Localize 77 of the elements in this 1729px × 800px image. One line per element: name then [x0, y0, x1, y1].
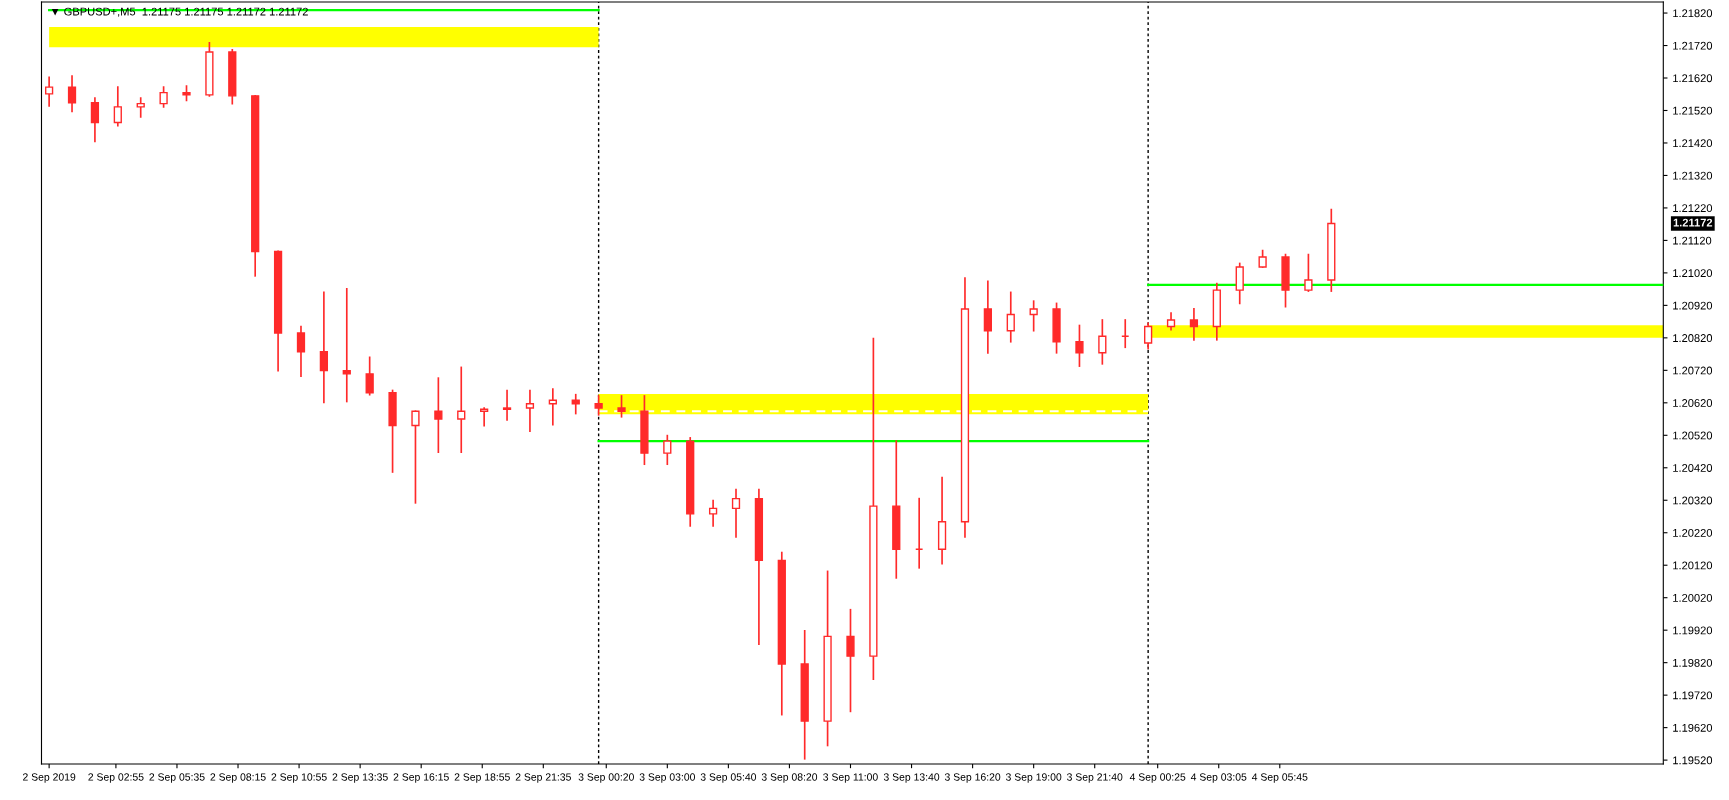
candlestick — [411, 410, 420, 504]
x-tick-label: 3 Sep 19:00 — [1005, 773, 1062, 783]
candlestick — [44, 76, 54, 107]
y-tick-label: 1.21520 — [1673, 106, 1713, 115]
candlestick — [983, 280, 992, 354]
candlestick — [113, 86, 122, 127]
candlestick — [594, 395, 603, 416]
candlestick — [617, 395, 626, 418]
x-tick-label: 3 Sep 21:40 — [1067, 773, 1123, 783]
candlestick — [90, 97, 100, 143]
candlestick — [480, 407, 489, 427]
x-tick-label: 3 Sep 08:20 — [761, 773, 818, 783]
y-tick-label: 1.19820 — [1673, 658, 1713, 667]
x-tick-label: 4 Sep 00:25 — [1129, 773, 1186, 783]
y-tick-label: 1.20920 — [1673, 301, 1713, 310]
y-tick-label: 1.21720 — [1673, 41, 1713, 50]
x-tick-label: 2 Sep 02:55 — [88, 773, 144, 783]
y-tick-label: 1.21220 — [1673, 204, 1713, 213]
x-tick-label: 3 Sep 16:20 — [944, 773, 1001, 783]
candlestick — [136, 97, 145, 118]
x-tick-label: 2 Sep 21:35 — [515, 773, 571, 783]
candlestick — [1075, 324, 1084, 367]
candlestick — [159, 86, 168, 108]
x-tick-label: 3 Sep 03:00 — [639, 773, 696, 783]
x-tick-label: 2 Sep 10:55 — [271, 773, 327, 783]
candlestick — [1144, 322, 1153, 350]
y-tick-label: 1.19920 — [1673, 626, 1713, 635]
y-tick-label: 1.21620 — [1673, 74, 1713, 83]
candlestick — [1006, 291, 1015, 343]
y-tick-label: 1.20820 — [1673, 334, 1713, 342]
x-tick-label: 4 Sep 05:45 — [1251, 773, 1308, 783]
candlestick — [1029, 300, 1038, 332]
x-tick-label: 3 Sep 13:40 — [883, 773, 940, 783]
y-tick-label: 1.20020 — [1673, 593, 1713, 602]
y-tick-label: 1.20420 — [1673, 464, 1713, 472]
candlestick — [1189, 308, 1199, 341]
x-tick-label: 2 Sep 2019 — [23, 773, 76, 783]
candlestick — [365, 356, 374, 396]
candlestick — [502, 389, 512, 421]
x-tick-label: 2 Sep 13:35 — [332, 773, 388, 783]
y-tick-label: 1.20320 — [1673, 496, 1713, 505]
candlestick — [663, 434, 672, 466]
candlestick — [1304, 253, 1313, 292]
y-tick-label: 1.20620 — [1673, 399, 1713, 407]
x-tick-label: 3 Sep 05:40 — [700, 773, 757, 783]
y-tick-label: 1.21120 — [1673, 236, 1712, 245]
x-tick-label: 2 Sep 16:15 — [393, 773, 449, 783]
candlestick — [296, 325, 306, 378]
candlestick — [1098, 319, 1107, 365]
y-tick-label: 1.21820 — [1673, 9, 1713, 18]
y-tick-label: 1.20720 — [1673, 366, 1713, 375]
candlestick — [319, 291, 329, 404]
candlestick — [434, 377, 443, 454]
text: 1.21172 — [1673, 218, 1713, 227]
candlestick — [708, 499, 718, 527]
y-tick-label: 1.21420 — [1673, 139, 1713, 148]
x-tick-label: 4 Sep 03:05 — [1190, 773, 1247, 783]
x-tick-label: 2 Sep 08:15 — [210, 773, 266, 783]
y-tick-label: 1.21320 — [1673, 171, 1713, 180]
y-tick-label: 1.19620 — [1673, 723, 1713, 732]
candlestick — [457, 366, 466, 454]
candlestick — [846, 608, 855, 713]
candlestick — [67, 75, 77, 113]
y-tick-label: 1.20120 — [1673, 561, 1713, 570]
x-tick-label: 3 Sep 00:20 — [578, 773, 634, 783]
x-tick-label: 2 Sep 05:35 — [149, 773, 205, 783]
candlestick — [1235, 262, 1244, 305]
y-tick-label: 1.19520 — [1673, 756, 1713, 765]
candlestick — [731, 488, 741, 538]
candlestick — [342, 287, 351, 403]
y-tick-label: 1.20220 — [1673, 529, 1713, 537]
x-tick-label: 3 Sep 11:00 — [823, 773, 878, 783]
y-tick-label: 1.21020 — [1673, 269, 1713, 278]
y-tick-label: 1.19720 — [1673, 691, 1713, 700]
y-tick-label: 1.20520 — [1673, 431, 1713, 440]
candlestick — [525, 389, 535, 432]
x-tick-label: 2 Sep 18:55 — [454, 773, 510, 783]
